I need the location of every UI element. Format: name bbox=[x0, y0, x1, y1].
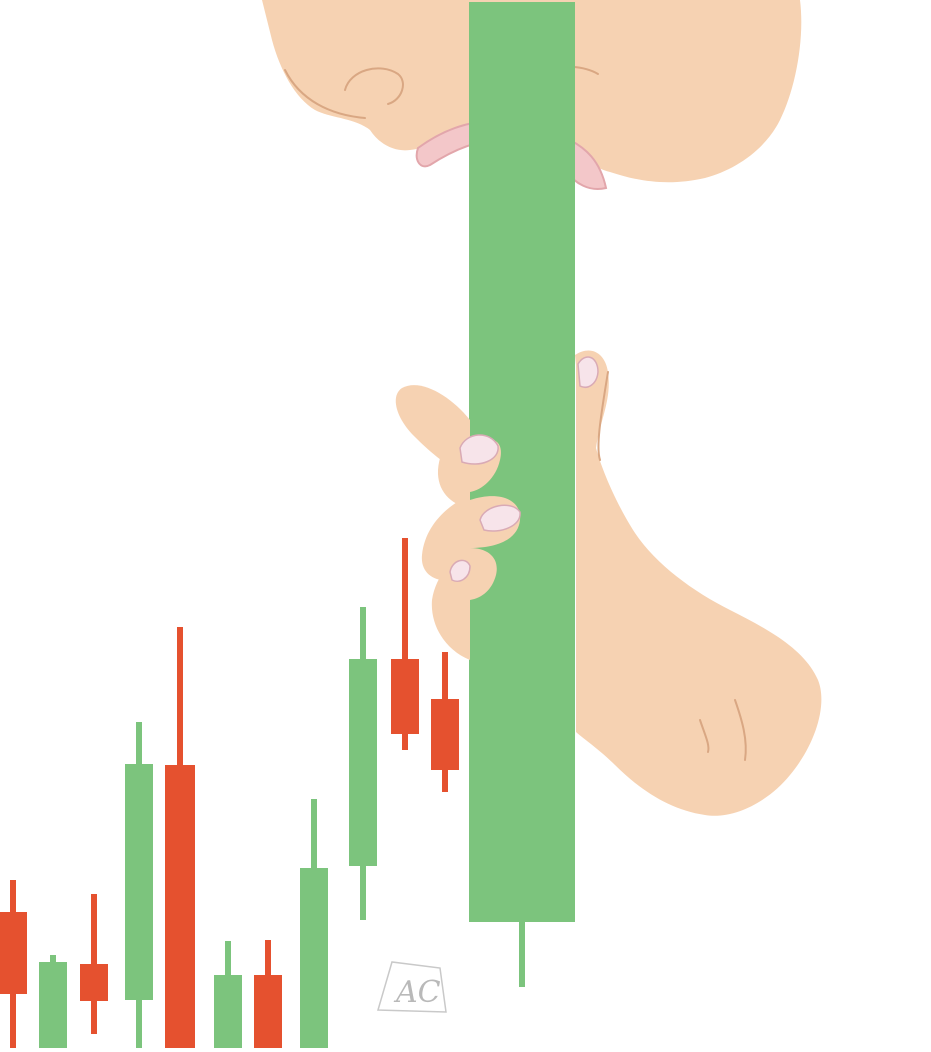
candle-body bbox=[300, 868, 328, 1048]
finger-nail bbox=[459, 434, 499, 465]
candle-9 bbox=[349, 607, 377, 920]
candle-8 bbox=[300, 799, 328, 1048]
candle-body bbox=[0, 912, 27, 994]
candle-6 bbox=[214, 941, 242, 1048]
signature-text: AC bbox=[393, 975, 441, 1010]
candle-body bbox=[391, 659, 419, 734]
nostril bbox=[344, 67, 404, 105]
little-finger bbox=[431, 548, 497, 660]
candle-body bbox=[125, 764, 153, 1000]
candle-body bbox=[80, 964, 108, 1001]
candle-11 bbox=[431, 652, 459, 792]
candle-body bbox=[165, 765, 195, 1048]
candle-4 bbox=[125, 722, 153, 1048]
artist-signature: AC bbox=[377, 961, 447, 1013]
candlestick-chart bbox=[0, 2, 575, 1048]
candle-body bbox=[39, 962, 67, 1048]
candle-wick bbox=[402, 538, 408, 750]
candle-2 bbox=[39, 955, 67, 1048]
finger-nail bbox=[449, 559, 471, 582]
hand bbox=[395, 350, 822, 816]
candle-10 bbox=[391, 538, 419, 750]
candle-5 bbox=[165, 627, 195, 1048]
candle-7 bbox=[254, 940, 282, 1048]
candle-12 bbox=[469, 2, 575, 987]
candle-body bbox=[254, 975, 282, 1048]
candle-body bbox=[431, 699, 459, 770]
finger-nail bbox=[479, 504, 521, 532]
thumb-nail bbox=[577, 356, 599, 388]
candle-1 bbox=[0, 880, 27, 1048]
candle-3 bbox=[80, 894, 108, 1034]
candle-body bbox=[349, 659, 377, 866]
candle-body bbox=[214, 975, 242, 1048]
